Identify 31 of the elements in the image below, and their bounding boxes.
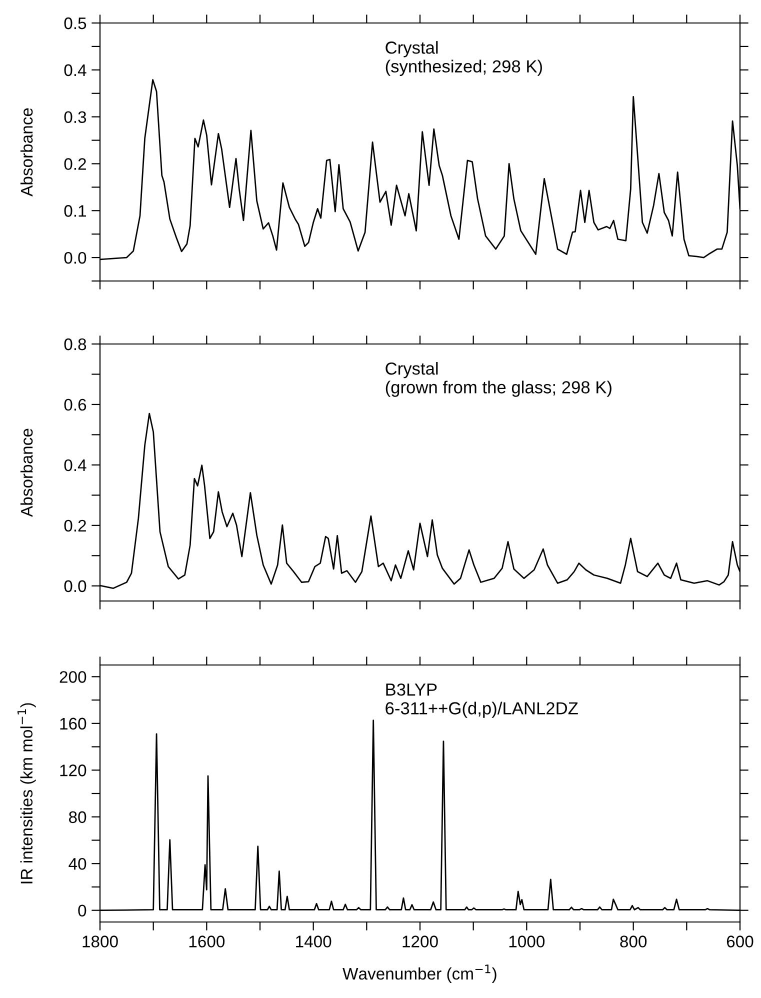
- y-axis-title: Absorbance: [20, 108, 33, 196]
- x-tick-label: 800: [620, 936, 647, 948]
- y-tick-label: 0.1: [64, 205, 86, 217]
- y-tick-label: 160: [60, 718, 86, 730]
- annotation: B3LYP 6-311++G(d,p)/LANL2DZ: [386, 683, 578, 718]
- x-tick-label: 1800: [82, 936, 118, 948]
- annotation: Crystal (synthesized; 298 K): [386, 41, 542, 76]
- y-tick-label: 0.2: [64, 520, 86, 532]
- x-tick-label: 1200: [402, 936, 438, 948]
- y-tick-label: 80: [68, 811, 86, 824]
- x-tick-label: 600: [726, 936, 754, 948]
- y-axis-title: Absorbance: [20, 428, 33, 517]
- y-tick-label: 0.5: [64, 17, 86, 30]
- y-tick-label: 0.4: [64, 459, 86, 472]
- y-axis-title: IR intensities (km mol$^{−1}$): [18, 703, 36, 884]
- y-tick-label: 0.6: [64, 398, 86, 411]
- x-tick-label: 1000: [509, 936, 545, 948]
- x-axis-title: Wavenumber (cm$^{−1}$): [342, 964, 496, 983]
- annotation: Crystal (grown from the glass; 298 K): [386, 362, 612, 397]
- y-tick-label: 0.0: [64, 252, 86, 264]
- y-tick-label: 0: [78, 904, 86, 917]
- y-tick-label: 200: [60, 671, 86, 683]
- y-tick-label: 0.4: [64, 64, 86, 76]
- y-tick-label: 0.2: [64, 158, 86, 170]
- y-tick-label: 0.8: [64, 338, 86, 350]
- y-tick-label: 120: [60, 764, 86, 776]
- x-tick-label: 1600: [189, 936, 225, 948]
- y-tick-label: 0.3: [64, 111, 86, 124]
- x-tick-label: 1400: [296, 936, 332, 948]
- y-tick-label: 0.0: [64, 580, 86, 592]
- y-tick-label: 40: [68, 858, 86, 870]
